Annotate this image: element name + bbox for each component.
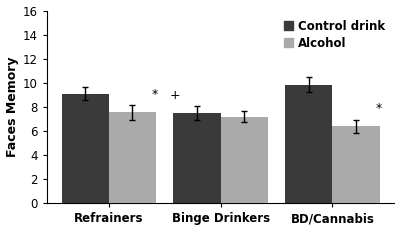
- Text: +: +: [169, 89, 180, 102]
- Bar: [332, 126, 380, 204]
- Text: *: *: [375, 102, 382, 116]
- Bar: [174, 113, 220, 204]
- Bar: [285, 85, 332, 204]
- Legend: Control drink, Alcohol: Control drink, Alcohol: [280, 16, 388, 53]
- Bar: [109, 112, 156, 204]
- Bar: [220, 117, 268, 204]
- Y-axis label: Faces Memory: Faces Memory: [6, 57, 18, 157]
- Text: *: *: [152, 88, 158, 101]
- Bar: [62, 94, 109, 204]
